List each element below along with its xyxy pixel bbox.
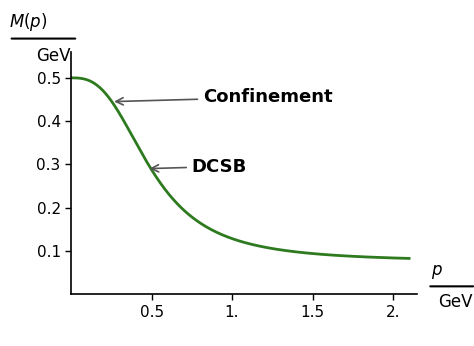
Text: GeV: GeV [36, 47, 71, 65]
Text: Confinement: Confinement [116, 88, 333, 106]
Text: GeV: GeV [438, 293, 473, 311]
Text: $M(p)$: $M(p)$ [9, 10, 47, 33]
Text: $p$: $p$ [431, 263, 443, 281]
Text: DCSB: DCSB [151, 157, 247, 175]
